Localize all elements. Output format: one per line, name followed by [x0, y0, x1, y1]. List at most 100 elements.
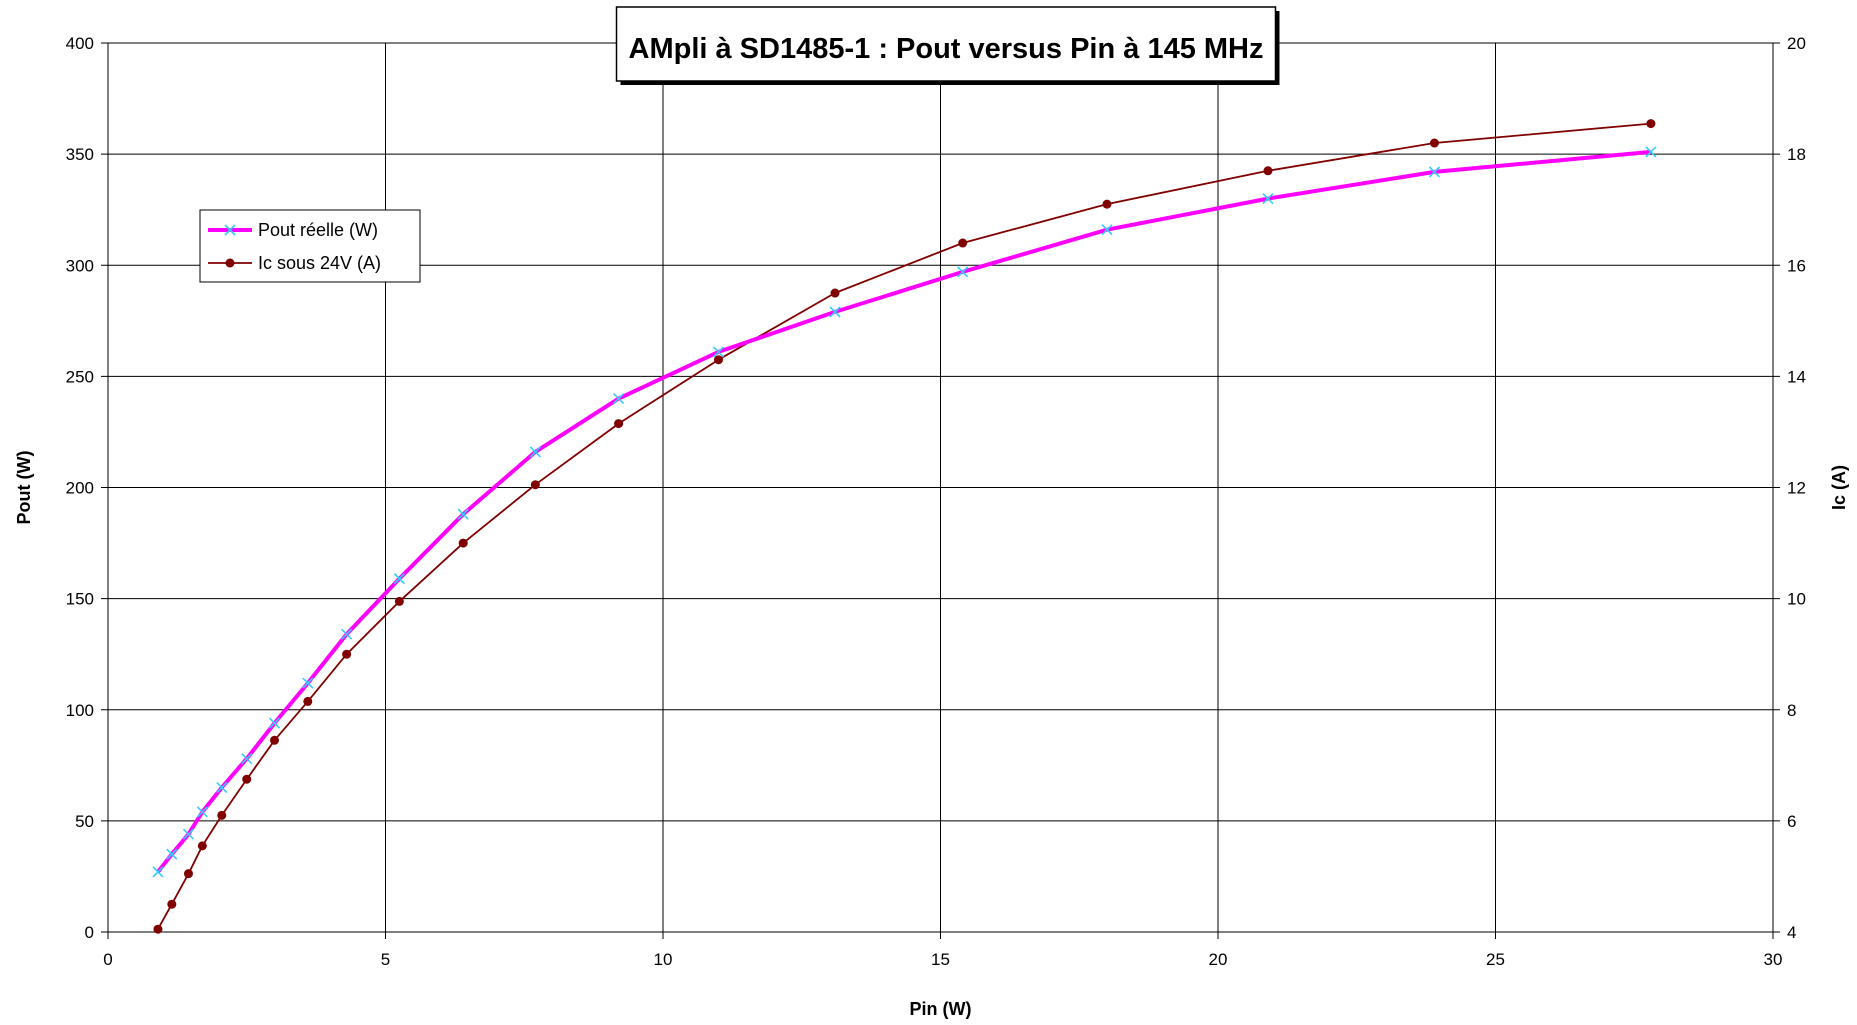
data-point: [341, 628, 353, 640]
data-point: [613, 393, 625, 405]
data-point: [458, 538, 468, 548]
y2-axis-title: Ic (A): [1829, 465, 1849, 510]
x-axis-title: Pin (W): [910, 999, 972, 1019]
legend-item-pout: Pout réelle (W): [208, 220, 378, 240]
data-point: [1428, 166, 1441, 178]
series-layer: [152, 119, 1657, 934]
marker-stroke: [393, 573, 405, 585]
y2-tick-label: 18: [1787, 145, 1806, 164]
data-point: [393, 573, 405, 585]
marker-stroke: [182, 828, 195, 840]
y-tick-label: 200: [66, 479, 94, 498]
x-tick-label: 10: [654, 950, 673, 969]
legend-marker: [225, 258, 235, 268]
x-tick-label: 25: [1486, 950, 1505, 969]
y2-tick-label: 4: [1787, 923, 1796, 942]
data-point: [183, 869, 193, 879]
y-tick-label: 350: [66, 145, 94, 164]
marker-stroke: [341, 628, 353, 640]
marker-stroke: [196, 806, 208, 818]
marker-stroke: [152, 866, 164, 878]
x-tick-label: 30: [1764, 950, 1783, 969]
marker-stroke: [712, 346, 725, 358]
data-point: [529, 446, 541, 458]
y2-tick-label: 8: [1787, 701, 1796, 720]
data-point: [303, 696, 313, 706]
data-point: [714, 355, 723, 365]
data-point: [217, 810, 227, 820]
marker-stroke: [216, 781, 228, 794]
y-tick-label: 250: [66, 367, 94, 386]
data-point: [268, 717, 281, 729]
data-point: [712, 346, 725, 358]
data-point: [1102, 199, 1112, 209]
marker-stroke: [957, 266, 969, 278]
legend-label: Pout réelle (W): [258, 220, 378, 240]
data-point: [829, 306, 841, 318]
marker-stroke: [457, 508, 469, 520]
data-point: [457, 508, 469, 520]
x-tick-label: 5: [381, 950, 390, 969]
data-point: [1429, 138, 1439, 148]
y-tick-label: 400: [66, 34, 94, 53]
data-point: [242, 774, 252, 784]
legend-item-ic: Ic sous 24V (A): [208, 253, 381, 273]
marker-stroke: [224, 224, 236, 236]
y2-tick-label: 6: [1787, 812, 1796, 831]
y2-tick-label: 20: [1787, 34, 1806, 53]
data-point: [1101, 224, 1113, 236]
chart-title: AMpli à SD1485-1 : Pout versus Pin à 145…: [629, 33, 1264, 65]
data-point: [1646, 119, 1656, 129]
y-tick-label: 300: [66, 256, 94, 275]
data-point: [270, 735, 279, 745]
data-point: [182, 828, 195, 840]
marker-stroke: [1428, 166, 1441, 178]
marker-stroke: [1101, 224, 1113, 236]
series-line: [157, 122, 1651, 930]
y2-tick-label: 10: [1787, 590, 1806, 609]
data-point: [166, 848, 178, 860]
data-point: [196, 806, 208, 818]
data-point: [394, 596, 404, 606]
y-tick-label: 50: [75, 812, 94, 831]
data-point: [958, 238, 968, 248]
data-point: [216, 781, 228, 794]
marker-stroke: [613, 393, 625, 405]
y-axis-title: Pout (W): [14, 451, 34, 525]
y2-tick-label: 14: [1787, 367, 1806, 386]
marker-stroke: [1262, 193, 1274, 205]
marker-stroke: [1645, 146, 1657, 158]
legend: Pout réelle (W) Ic sous 24V (A): [199, 209, 421, 283]
data-point: [1263, 166, 1273, 176]
data-point: [614, 419, 624, 429]
y-tick-label: 150: [66, 590, 94, 609]
x-tick-label: 0: [103, 950, 112, 969]
data-point: [957, 266, 969, 278]
x-tick-label: 15: [931, 950, 950, 969]
title-frame: [615, 6, 1277, 82]
legend-frame: [199, 209, 421, 283]
data-point: [342, 649, 352, 659]
x-tick-label: 20: [1209, 950, 1228, 969]
marker-stroke: [829, 306, 841, 318]
y2-tick-label: 16: [1787, 256, 1806, 275]
marker-stroke: [166, 848, 178, 860]
marker-stroke: [529, 446, 541, 458]
data-point: [152, 866, 164, 878]
axes: 0 50 100 150 200 250 300 350 400 0 5 10 15 20 25 304 6 8 1…: [66, 34, 1806, 969]
y2-tick-label: 12: [1787, 479, 1806, 498]
marker-stroke: [241, 753, 253, 765]
data-point: [1262, 193, 1274, 205]
title-box: AMpli à SD1485-1 : Pout versus Pin à 145…: [615, 6, 1280, 85]
data-point: [153, 924, 163, 934]
data-point: [302, 677, 314, 689]
series-pout: [152, 146, 1657, 878]
data-point: [830, 288, 840, 298]
data-point: [197, 841, 207, 851]
data-point: [167, 899, 177, 909]
legend-marker: [224, 224, 236, 236]
marker-stroke: [302, 677, 314, 689]
data-point: [530, 480, 540, 490]
